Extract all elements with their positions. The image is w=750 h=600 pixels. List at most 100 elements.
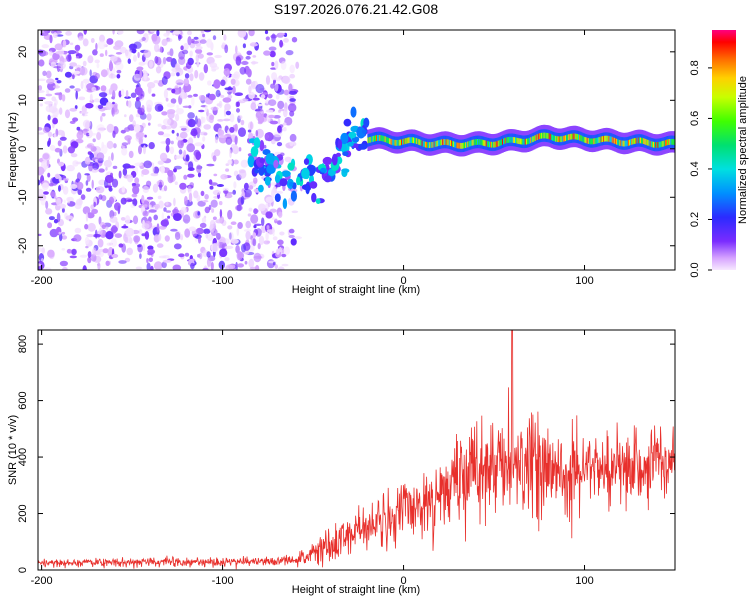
heatmap-noise-blob: [183, 78, 190, 87]
heatmap-track-core: [672, 139, 675, 145]
heatmap-noise-blob: [272, 227, 275, 237]
heatmap-noise-blob: [91, 179, 94, 189]
heatmap-transition-blob: [347, 141, 354, 147]
heatmap-track-core: [451, 140, 453, 147]
heatmap-noise-blob: [138, 145, 142, 155]
heatmap-y-ticks: 20 10 0 -10 -20: [17, 46, 675, 254]
heatmap-track-core: [479, 139, 482, 145]
heatmap-noise-blob: [64, 109, 71, 119]
heatmap-track-core: [462, 142, 465, 149]
heatmap-noise-blob: [288, 83, 293, 93]
heatmap-noise-blob: [176, 132, 179, 137]
heatmap-noise-blob: [271, 217, 275, 220]
heatmap-track-core: [402, 139, 405, 145]
heatmap-track-core: [480, 139, 483, 146]
heatmap-noise-blob: [69, 42, 74, 46]
heatmap-noise-blob: [235, 56, 242, 66]
heatmap-noise-blob: [229, 113, 235, 123]
heatmap-track-core: [486, 141, 489, 147]
heatmap-noise-blob: [230, 78, 236, 85]
heatmap-noise-blob: [95, 42, 98, 51]
heatmap-noise-blob: [167, 38, 173, 43]
heatmap-noise-blob: [97, 104, 104, 109]
heatmap-noise-blob: [243, 182, 249, 191]
heatmap-noise-blob: [271, 189, 275, 198]
heatmap-noise-blob: [139, 69, 142, 79]
heatmap-noise-blob: [238, 127, 246, 137]
heatmap-noise-blob: [74, 227, 82, 234]
heatmap-noise-blob: [220, 79, 226, 87]
heatmap-noise-blob: [244, 260, 248, 265]
heatmap-noise-blob: [42, 126, 51, 134]
heatmap-noise-blob: [144, 231, 150, 240]
heatmap-noise-blob: [277, 239, 284, 246]
heatmap-track-core: [525, 138, 528, 145]
heatmap-track-core: [607, 135, 610, 142]
heatmap-transition-blob: [303, 158, 310, 166]
heatmap-noise-blob: [106, 123, 115, 133]
heatmap-track-core: [437, 140, 440, 146]
heatmap-noise-blob: [56, 197, 62, 206]
heatmap-noise-blob: [214, 136, 219, 144]
heatmap-noise-blob: [157, 195, 162, 200]
heatmap-noise-blob: [61, 58, 68, 63]
heatmap-track-core: [551, 134, 554, 141]
heatmap-track-core: [614, 138, 617, 145]
heatmap-noise-blob: [202, 136, 206, 142]
heatmap-noise-blob: [274, 264, 278, 269]
heatmap-noise-blob: [289, 73, 296, 79]
heatmap-transition-blob: [305, 184, 310, 195]
heatmap-noise-blob: [285, 50, 294, 56]
heatmap-track-core: [384, 136, 387, 143]
heatmap-noise-blob: [48, 216, 55, 221]
heatmap-noise-blob: [237, 222, 243, 229]
heatmap-track-core: [426, 141, 428, 148]
heatmap-noise-blob: [289, 98, 296, 102]
heatmap-track-core: [632, 138, 635, 145]
heatmap-track-core: [485, 140, 488, 147]
heatmap-track-core: [500, 139, 503, 146]
heatmap-noise-blob: [282, 127, 287, 132]
heatmap-noise-blob: [276, 142, 283, 147]
heatmap-noise-blob: [252, 97, 260, 101]
heatmap-track-core: [386, 137, 389, 144]
heatmap-noise-blob: [263, 144, 267, 149]
heatmap-noise-blob: [225, 136, 233, 145]
heatmap-noise-blob: [194, 142, 203, 147]
heatmap-noise-blob: [115, 62, 124, 71]
colorbar: 0.0 0.2 0.4 0.6 0.8 Normalized spectral ampl…: [689, 30, 749, 278]
heatmap-noise-blob: [215, 242, 220, 247]
heatmap-noise-blob: [288, 90, 298, 95]
heatmap-noise-blob: [264, 132, 269, 141]
heatmap-noise-blob: [167, 109, 176, 115]
heatmap-noise-blob: [184, 252, 190, 257]
heatmap-noise-blob: [97, 40, 106, 50]
heatmap-noise-blob: [241, 61, 249, 65]
heatmap-noise-blob: [113, 143, 117, 149]
heatmap-noise-blob: [245, 220, 251, 229]
heatmap-track-core: [424, 141, 427, 148]
heatmap-track-core: [411, 137, 414, 143]
heatmap-noise-blob: [188, 192, 193, 203]
heatmap-noise-blob: [255, 228, 262, 237]
heatmap-noise-blob: [82, 119, 91, 129]
heatmap-noise-blob: [230, 221, 237, 225]
heatmap-noise-blob: [167, 51, 172, 56]
heatmap-noise-blob: [282, 75, 291, 85]
heatmap-noise-blob: [206, 163, 215, 167]
heatmap-noise-blob: [124, 114, 127, 118]
heatmap-noise-blob: [289, 96, 295, 99]
heatmap-transition-blob: [266, 164, 276, 174]
heatmap-track-core: [600, 136, 603, 143]
heatmap-noise-blob: [246, 50, 253, 56]
heatmap-noise-blob: [245, 78, 252, 85]
heatmap-noise-blob: [263, 50, 271, 56]
heatmap-noise-blob: [46, 78, 55, 85]
heatmap-track-core: [612, 137, 615, 144]
heatmap-track-core: [553, 135, 555, 141]
heatmap-track-core: [574, 133, 577, 140]
heatmap-transition-blob: [336, 156, 343, 165]
heatmap-noise-blob: [225, 264, 234, 270]
heatmap-noise-blob: [136, 131, 145, 138]
heatmap-noise-blob: [121, 142, 129, 146]
